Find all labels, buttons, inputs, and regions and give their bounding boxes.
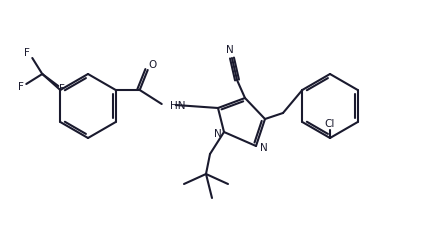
Text: F: F xyxy=(24,48,30,58)
Text: N: N xyxy=(214,129,222,139)
Text: Cl: Cl xyxy=(325,119,335,129)
Text: O: O xyxy=(149,60,157,70)
Text: F: F xyxy=(18,82,24,92)
Text: N: N xyxy=(226,45,234,55)
Text: N: N xyxy=(260,143,268,153)
Text: F: F xyxy=(60,84,65,94)
Text: HN: HN xyxy=(170,101,185,111)
